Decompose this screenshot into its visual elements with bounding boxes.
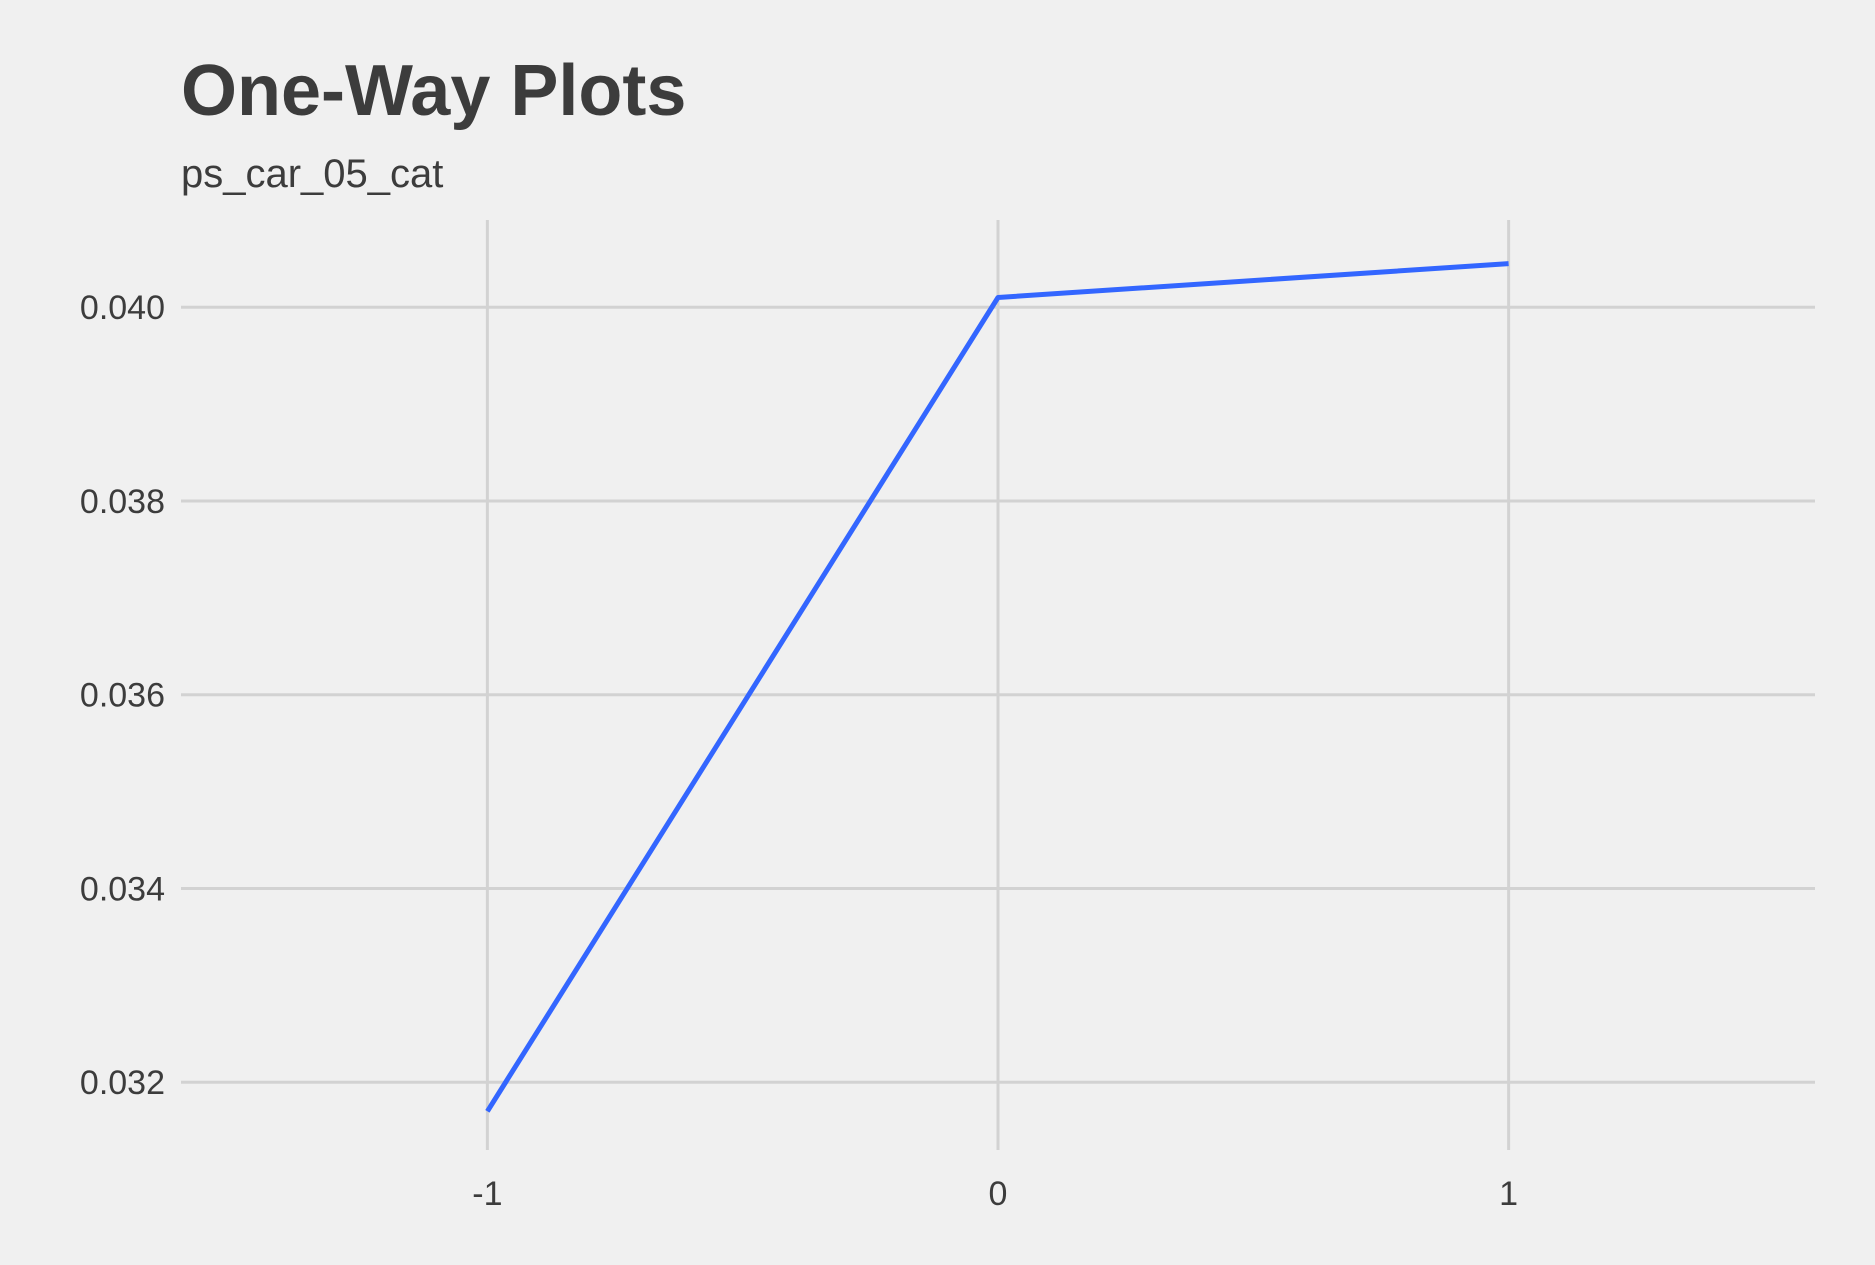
y-tick-label: 0.032: [80, 1064, 165, 1102]
x-tick-label: 1: [1499, 1175, 1518, 1213]
grid-layer: [181, 220, 1815, 1150]
y-tick-label: 0.038: [80, 483, 165, 521]
y-tick-label: 0.040: [80, 289, 165, 327]
y-tick-label: 0.036: [80, 677, 165, 715]
series-line: [485, 261, 1509, 1113]
chart-subtitle: ps_car_05_cat: [181, 152, 443, 196]
chart-title: One-Way Plots: [181, 51, 686, 131]
series-layer: [485, 261, 1509, 1113]
y-tick-label: 0.034: [80, 870, 165, 908]
axis-labels-layer: 0.032 0.034 0.036 0.038 0.040 -1 0 1: [80, 289, 1518, 1213]
x-tick-label: 0: [989, 1175, 1008, 1213]
x-tick-label: -1: [472, 1175, 502, 1213]
